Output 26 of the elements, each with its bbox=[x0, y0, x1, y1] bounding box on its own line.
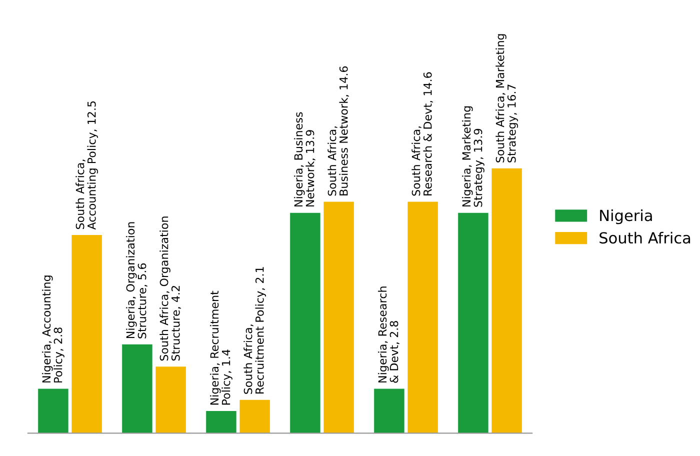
data-label: South Africa, Organization Structure, 4.2 bbox=[160, 216, 181, 361]
data-label: Nigeria, Marketing Strategy, 13.9 bbox=[462, 106, 484, 207]
bar bbox=[156, 366, 186, 434]
data-label: South Africa, Marketing Strategy, 16.7 bbox=[496, 34, 518, 162]
legend-label: South Africa bbox=[600, 232, 690, 244]
bar bbox=[38, 388, 68, 434]
data-label: Nigeria, Business Network, 13.9 bbox=[294, 112, 316, 206]
legend-label: Nigeria bbox=[600, 209, 652, 224]
bar bbox=[458, 212, 488, 434]
bar bbox=[290, 212, 320, 434]
bar bbox=[72, 235, 102, 434]
data-label: Nigeria, Accounting Policy, 2.8 bbox=[42, 276, 64, 382]
data-label: Nigeria, Organization Structure, 5.6 bbox=[126, 222, 148, 338]
bar bbox=[374, 388, 404, 434]
data-label: South Africa, Research & Devt, 14.6 bbox=[412, 72, 433, 196]
bar bbox=[408, 202, 438, 434]
bar bbox=[324, 202, 354, 434]
bar bbox=[240, 400, 270, 434]
bar bbox=[206, 411, 236, 434]
bar bbox=[492, 168, 522, 434]
data-label: Nigeria, Recruitment Policy, 1.4 bbox=[210, 290, 232, 405]
data-label: Nigeria, Research & Devt, 2.8 bbox=[378, 286, 400, 383]
data-label: South Africa, Recruitment Policy, 2.1 bbox=[244, 267, 266, 394]
data-label: South Africa, Accounting Policy, 12.5 bbox=[76, 101, 98, 230]
data-label: South Africa, Business Network, 14.6 bbox=[328, 66, 349, 196]
bar bbox=[122, 344, 152, 434]
